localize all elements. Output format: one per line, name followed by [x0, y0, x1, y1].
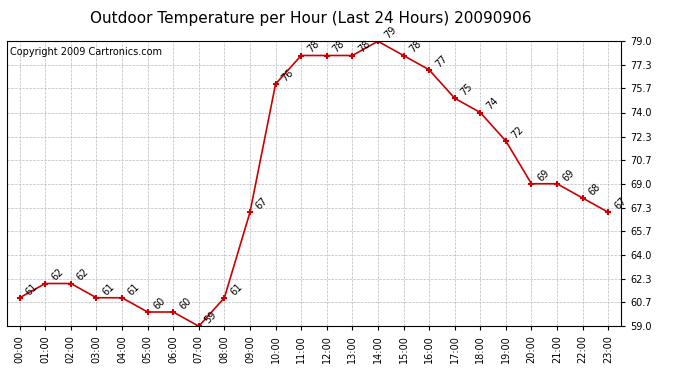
Text: 78: 78 [408, 39, 424, 55]
Text: 61: 61 [126, 281, 142, 297]
Text: 78: 78 [357, 39, 373, 55]
Text: 67: 67 [254, 196, 270, 211]
Text: 78: 78 [305, 39, 321, 55]
Text: 69: 69 [535, 167, 551, 183]
Text: 62: 62 [75, 267, 91, 283]
Text: 72: 72 [510, 124, 526, 140]
Text: 76: 76 [279, 68, 295, 83]
Text: 68: 68 [586, 182, 602, 197]
Text: 77: 77 [433, 53, 449, 69]
Text: Outdoor Temperature per Hour (Last 24 Hours) 20090906: Outdoor Temperature per Hour (Last 24 Ho… [90, 11, 531, 26]
Text: 69: 69 [561, 167, 577, 183]
Text: 61: 61 [101, 281, 117, 297]
Text: 61: 61 [24, 281, 39, 297]
Text: 75: 75 [459, 81, 475, 98]
Text: 67: 67 [612, 196, 628, 211]
Text: 61: 61 [228, 281, 244, 297]
Text: Copyright 2009 Cartronics.com: Copyright 2009 Cartronics.com [10, 47, 162, 57]
Text: 59: 59 [203, 310, 219, 326]
Text: 60: 60 [152, 296, 168, 311]
Text: 60: 60 [177, 296, 193, 311]
Text: 74: 74 [484, 96, 500, 112]
Text: 78: 78 [331, 39, 347, 55]
Text: 79: 79 [382, 25, 398, 40]
Text: 62: 62 [50, 267, 66, 283]
